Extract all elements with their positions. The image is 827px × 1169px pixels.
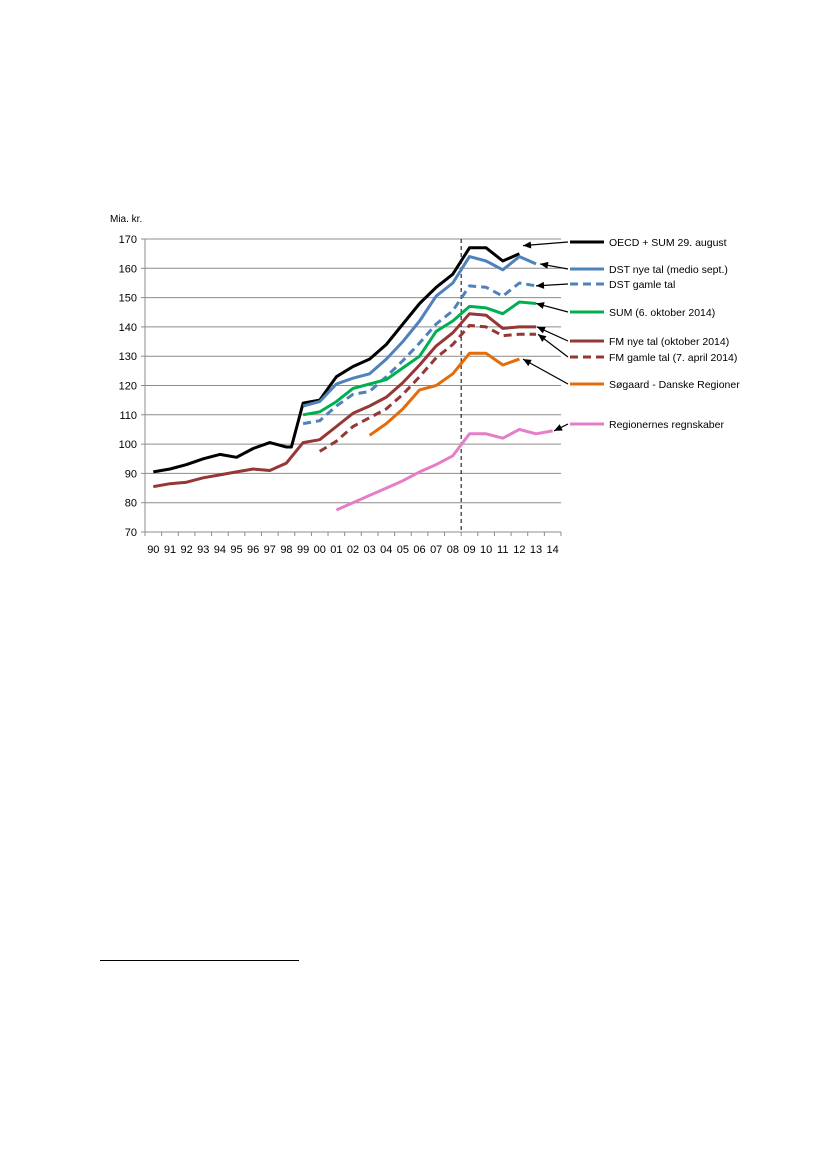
series-line-1 bbox=[302, 255, 537, 408]
legend-label-1: DST nye tal (medio sept.) bbox=[609, 264, 728, 276]
y-tick-label: 160 bbox=[119, 263, 137, 275]
series-lines bbox=[153, 246, 553, 512]
x-tick-label: 02 bbox=[347, 544, 359, 556]
legend-label-3: SUM (6. oktober 2014) bbox=[609, 307, 715, 319]
x-tick-label: 92 bbox=[180, 544, 192, 556]
y-tick-label: 110 bbox=[119, 410, 137, 422]
y-tick-label: 120 bbox=[119, 381, 137, 393]
y-tick-label: 90 bbox=[125, 468, 137, 480]
series-line-4 bbox=[153, 312, 536, 489]
series-line-6 bbox=[368, 351, 520, 437]
y-axis-title: Mia. kr. bbox=[110, 214, 142, 225]
series-line-0 bbox=[153, 246, 521, 474]
y-tick-label: 140 bbox=[119, 322, 137, 334]
series-line-7 bbox=[335, 427, 553, 512]
legend-arrow-head-3 bbox=[536, 302, 545, 309]
x-tick-label: 90 bbox=[147, 544, 159, 556]
y-tick-label: 150 bbox=[119, 293, 137, 305]
legend-label-5: FM gamle tal (7. april 2014) bbox=[609, 352, 737, 364]
legend-arrow-head-7 bbox=[554, 424, 563, 431]
x-tick-labels: 90 91 92 93 94 95 96 97 98 99 00 01 02 03 04 05 06 07 08 09… bbox=[147, 544, 559, 556]
x-tick-label: 91 bbox=[164, 544, 176, 556]
legend-arrow-head-4 bbox=[537, 326, 546, 334]
x-tick-label: 07 bbox=[430, 544, 442, 556]
gridlines bbox=[145, 238, 561, 504]
y-tick-label: 80 bbox=[125, 498, 137, 510]
x-tick-label: 14 bbox=[547, 544, 559, 556]
x-tick-label: 10 bbox=[480, 544, 492, 556]
x-tick-label: 08 bbox=[447, 544, 459, 556]
y-tick-label: 170 bbox=[119, 234, 137, 246]
legend-arrow-head-5 bbox=[538, 334, 547, 342]
x-tick-label: 94 bbox=[214, 544, 226, 556]
series-line-2 bbox=[302, 281, 537, 426]
legend-arrow-head-0 bbox=[523, 241, 532, 249]
y-tick-label: 70 bbox=[125, 527, 137, 539]
x-tick-label: 01 bbox=[330, 544, 342, 556]
legend-arrow-line-6 bbox=[522, 358, 569, 385]
legend-label-4: FM nye tal (oktober 2014) bbox=[609, 336, 729, 348]
x-tick-label: 05 bbox=[397, 544, 409, 556]
x-tick-label: 96 bbox=[247, 544, 259, 556]
x-tick-label: 12 bbox=[513, 544, 525, 556]
axes bbox=[141, 238, 562, 536]
x-tick-label: 13 bbox=[530, 544, 542, 556]
x-tick-label: 97 bbox=[264, 544, 276, 556]
x-tick-label: 00 bbox=[314, 544, 326, 556]
y-tick-labels: 70 80 90 100 110 120 130 140 150 160 170 bbox=[119, 234, 137, 539]
x-tick-label: 09 bbox=[463, 544, 475, 556]
legend-arrow-head-1 bbox=[540, 261, 549, 269]
legend-arrow-head-6 bbox=[523, 359, 532, 367]
x-tick-label: 03 bbox=[364, 544, 376, 556]
legend: OECD + SUM 29. august DST nye tal (medio … bbox=[570, 237, 740, 431]
y-tick-label: 130 bbox=[119, 351, 137, 363]
x-tick-label: 98 bbox=[280, 544, 292, 556]
y-tick-label: 100 bbox=[119, 439, 137, 451]
x-tick-label: 04 bbox=[380, 544, 392, 556]
x-tick-label: 99 bbox=[297, 544, 309, 556]
x-tick-label: 93 bbox=[197, 544, 209, 556]
legend-label-7: Regionernes regnskaber bbox=[609, 419, 724, 431]
legend-arrows bbox=[522, 241, 569, 432]
footnote-separator bbox=[100, 960, 299, 961]
series-line-5 bbox=[318, 323, 536, 453]
x-tick-label: 95 bbox=[230, 544, 242, 556]
x-tick-label: 11 bbox=[497, 544, 508, 556]
legend-label-2: DST gamle tal bbox=[609, 279, 675, 291]
legend-label-0: OECD + SUM 29. august bbox=[609, 237, 727, 249]
legend-arrow-head-2 bbox=[536, 281, 545, 289]
x-tick-label: 06 bbox=[413, 544, 425, 556]
legend-label-6: Søgaard - Danske Regioner bbox=[609, 379, 740, 391]
series-line-3 bbox=[302, 300, 537, 417]
